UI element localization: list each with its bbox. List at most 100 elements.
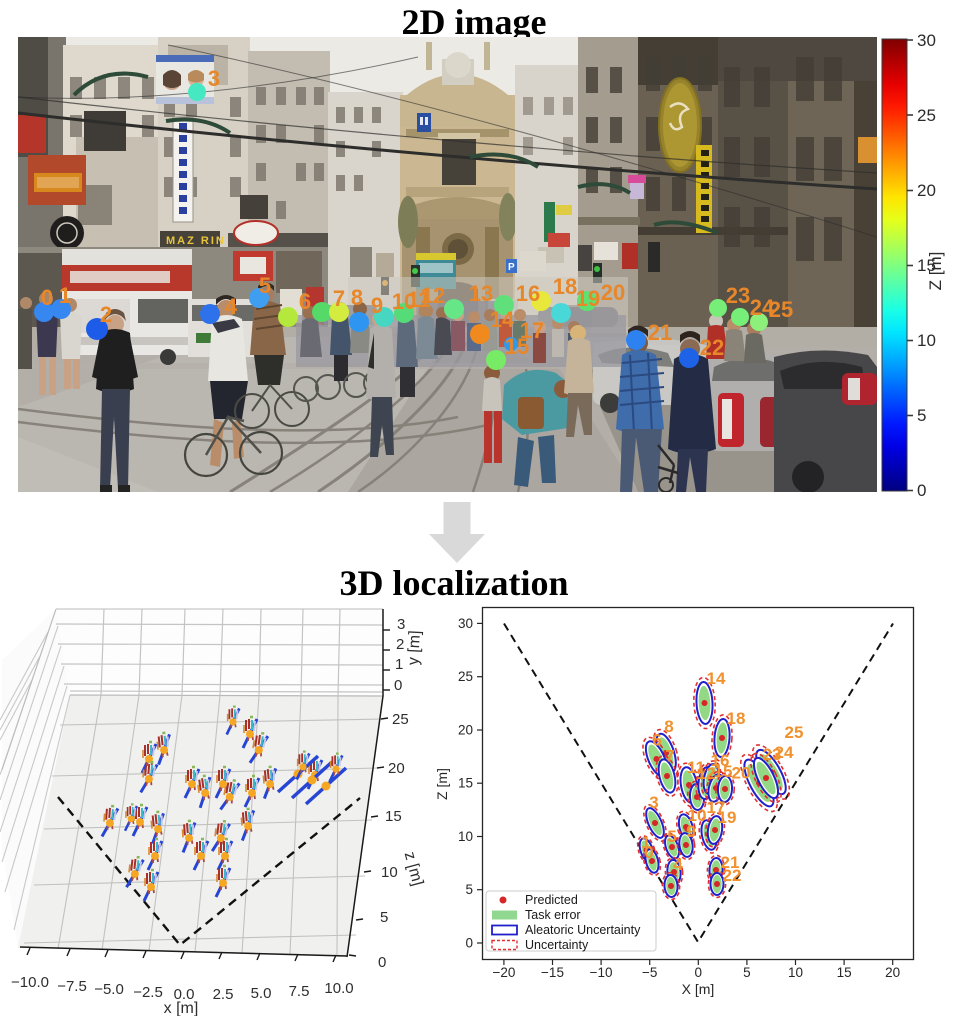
svg-text:13: 13 [469, 281, 493, 306]
svg-text:7: 7 [665, 747, 674, 766]
svg-text:4: 4 [673, 855, 683, 874]
svg-text:20: 20 [601, 280, 625, 305]
svg-text:15: 15 [385, 808, 402, 825]
svg-text:Z [m]: Z [m] [434, 768, 450, 800]
svg-text:Uncertainty: Uncertainty [525, 938, 589, 952]
svg-text:18: 18 [553, 274, 577, 299]
svg-text:5: 5 [667, 827, 676, 846]
svg-text:z [m]: z [m] [401, 850, 426, 888]
svg-text:11: 11 [687, 758, 705, 777]
svg-text:2: 2 [396, 636, 404, 653]
svg-text:3: 3 [208, 66, 220, 91]
svg-text:24: 24 [750, 295, 775, 320]
svg-text:0: 0 [644, 843, 653, 862]
svg-text:17: 17 [707, 798, 726, 817]
svg-text:10: 10 [688, 806, 707, 825]
svg-text:7.5: 7.5 [289, 983, 310, 1000]
svg-text:0.0: 0.0 [174, 986, 195, 1003]
svg-text:X [m]: X [m] [682, 981, 715, 997]
svg-text:10: 10 [392, 289, 416, 314]
svg-text:3: 3 [397, 616, 405, 633]
svg-text:25: 25 [769, 297, 793, 322]
svg-text:21: 21 [648, 320, 672, 345]
svg-text:25: 25 [785, 723, 804, 742]
svg-text:5.0: 5.0 [251, 985, 272, 1002]
svg-text:6: 6 [652, 731, 661, 750]
svg-text:14: 14 [490, 307, 515, 332]
svg-text:0: 0 [917, 481, 926, 500]
svg-text:0: 0 [41, 285, 53, 310]
svg-text:22: 22 [700, 335, 724, 360]
svg-text:0: 0 [465, 936, 473, 951]
svg-text:Predicted: Predicted [525, 893, 578, 907]
svg-text:5: 5 [259, 273, 271, 298]
svg-text:−10: −10 [590, 965, 613, 980]
svg-text:20: 20 [388, 760, 405, 777]
svg-text:11: 11 [407, 287, 430, 312]
svg-text:15: 15 [917, 256, 936, 275]
svg-text:−15: −15 [541, 965, 564, 980]
svg-text:−10.0: −10.0 [11, 974, 49, 991]
svg-text:8: 8 [664, 717, 673, 736]
svg-text:18: 18 [727, 709, 746, 728]
svg-text:−20: −20 [492, 965, 515, 980]
svg-text:24: 24 [775, 743, 794, 762]
svg-text:4: 4 [225, 294, 238, 319]
svg-text:25: 25 [917, 106, 936, 125]
svg-text:16: 16 [711, 751, 730, 770]
svg-text:5: 5 [917, 406, 926, 425]
svg-text:20: 20 [458, 723, 473, 738]
svg-text:25: 25 [392, 711, 409, 728]
svg-text:Z [m]: Z [m] [926, 252, 945, 291]
svg-text:−2.5: −2.5 [133, 984, 163, 1001]
svg-text:Task error: Task error [525, 908, 581, 922]
svg-text:9: 9 [371, 293, 383, 318]
svg-text:10: 10 [381, 864, 398, 881]
svg-text:23: 23 [726, 283, 750, 308]
svg-text:1: 1 [395, 656, 403, 673]
svg-text:5: 5 [743, 965, 751, 980]
svg-text:30: 30 [917, 31, 936, 50]
svg-text:2.5: 2.5 [213, 986, 234, 1003]
svg-text:10: 10 [788, 965, 803, 980]
svg-text:7: 7 [333, 286, 345, 311]
svg-text:10: 10 [458, 829, 473, 844]
svg-text:5: 5 [380, 909, 388, 926]
svg-text:1: 1 [641, 833, 650, 852]
svg-text:P: P [508, 262, 515, 273]
svg-text:6: 6 [299, 289, 311, 314]
svg-text:0: 0 [378, 954, 386, 971]
svg-text:15: 15 [458, 776, 473, 791]
svg-text:y [m]: y [m] [405, 630, 424, 666]
svg-text:14: 14 [707, 669, 726, 688]
svg-text:20: 20 [732, 764, 751, 783]
svg-text:23: 23 [763, 745, 782, 764]
svg-text:−7.5: −7.5 [57, 978, 87, 995]
svg-text:22: 22 [723, 866, 742, 885]
svg-text:21: 21 [721, 853, 740, 872]
svg-text:20: 20 [885, 965, 900, 980]
svg-text:15: 15 [714, 762, 733, 781]
svg-text:10.0: 10.0 [324, 980, 353, 997]
svg-text:8: 8 [351, 285, 363, 310]
svg-text:15: 15 [837, 965, 852, 980]
svg-text:25: 25 [458, 669, 473, 684]
svg-text:2: 2 [100, 302, 112, 327]
svg-text:10: 10 [917, 331, 936, 350]
svg-text:3: 3 [649, 793, 658, 812]
svg-text:17: 17 [520, 318, 544, 343]
svg-text:−5: −5 [642, 965, 657, 980]
svg-text:0: 0 [695, 965, 703, 980]
svg-text:5: 5 [465, 882, 473, 897]
svg-text:0: 0 [394, 677, 402, 694]
svg-text:9: 9 [686, 822, 695, 841]
svg-text:−5.0: −5.0 [94, 981, 124, 998]
svg-text:19: 19 [576, 286, 600, 311]
svg-text:30: 30 [458, 616, 473, 631]
svg-text:1: 1 [59, 283, 71, 308]
svg-text:x [m]: x [m] [164, 1000, 199, 1016]
svg-text:19: 19 [718, 808, 737, 827]
svg-text:16: 16 [516, 281, 540, 306]
svg-text:15: 15 [505, 334, 529, 359]
svg-text:Aleatoric Uncertainty: Aleatoric Uncertainty [525, 923, 641, 937]
